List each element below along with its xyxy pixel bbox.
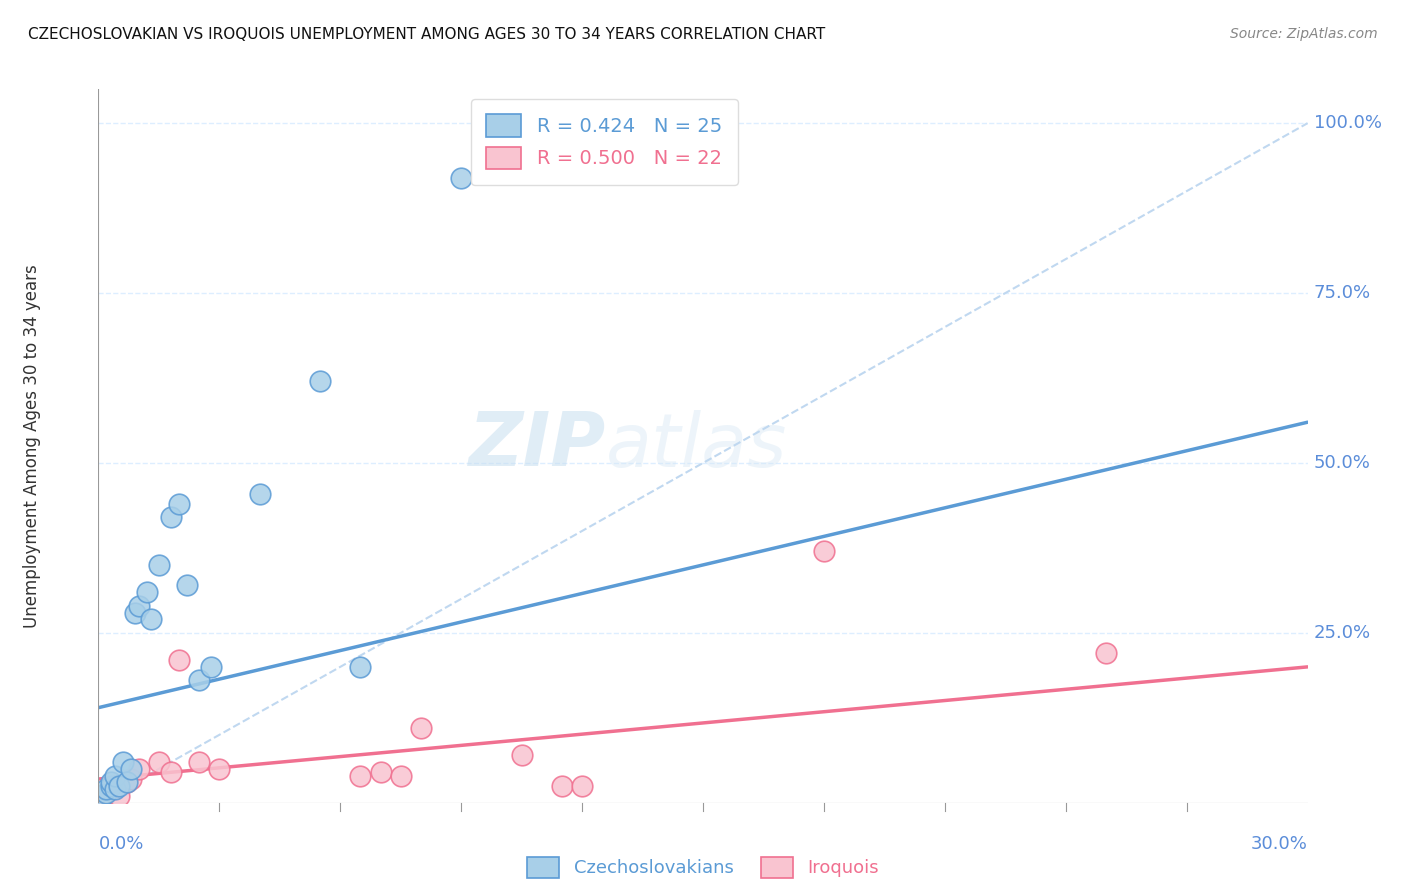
Point	[120, 772, 142, 786]
Text: 25.0%: 25.0%	[1313, 624, 1371, 642]
Point	[148, 558, 170, 572]
Point	[128, 762, 150, 776]
Point	[450, 170, 472, 185]
Point	[176, 578, 198, 592]
Point	[124, 606, 146, 620]
Text: CZECHOSLOVAKIAN VS IROQUOIS UNEMPLOYMENT AMONG AGES 30 TO 34 YEARS CORRELATION C: CZECHOSLOVAKIAN VS IROQUOIS UNEMPLOYMENT…	[28, 27, 825, 42]
Point	[103, 782, 125, 797]
Point	[139, 612, 162, 626]
Point	[167, 497, 190, 511]
Point	[167, 653, 190, 667]
Point	[115, 775, 138, 789]
Point	[107, 789, 129, 803]
Point	[160, 765, 183, 780]
Point	[188, 755, 211, 769]
Text: ZIP: ZIP	[470, 409, 606, 483]
Point	[103, 769, 125, 783]
Point	[349, 660, 371, 674]
Point	[100, 782, 122, 797]
Point	[1095, 646, 1118, 660]
Point	[100, 779, 122, 793]
Point	[96, 782, 118, 797]
Point	[309, 375, 332, 389]
Text: Unemployment Among Ages 30 to 34 years: Unemployment Among Ages 30 to 34 years	[22, 264, 41, 628]
Point	[103, 779, 125, 793]
Text: 50.0%: 50.0%	[1313, 454, 1371, 472]
Text: 30.0%: 30.0%	[1251, 835, 1308, 853]
Text: 75.0%: 75.0%	[1313, 284, 1371, 302]
Point	[349, 769, 371, 783]
Legend: Czechoslovakians, Iroquois: Czechoslovakians, Iroquois	[517, 847, 889, 887]
Point	[249, 486, 271, 500]
Point	[107, 779, 129, 793]
Text: 100.0%: 100.0%	[1313, 114, 1382, 132]
Point	[370, 765, 392, 780]
Point	[135, 585, 157, 599]
Point	[208, 762, 231, 776]
Point	[571, 779, 593, 793]
Point	[148, 755, 170, 769]
Point	[409, 721, 432, 735]
Point	[188, 673, 211, 688]
Point	[120, 762, 142, 776]
Point	[128, 599, 150, 613]
Point	[100, 775, 122, 789]
Point	[200, 660, 222, 674]
Point	[96, 786, 118, 800]
Point	[813, 544, 835, 558]
Text: Source: ZipAtlas.com: Source: ZipAtlas.com	[1230, 27, 1378, 41]
Point	[510, 748, 533, 763]
Point	[160, 510, 183, 524]
Point	[111, 755, 134, 769]
Point	[91, 789, 114, 803]
Point	[96, 786, 118, 800]
Point	[551, 779, 574, 793]
Text: 0.0%: 0.0%	[98, 835, 143, 853]
Point	[115, 775, 138, 789]
Point	[91, 789, 114, 803]
Point	[389, 769, 412, 783]
Text: atlas: atlas	[606, 410, 787, 482]
